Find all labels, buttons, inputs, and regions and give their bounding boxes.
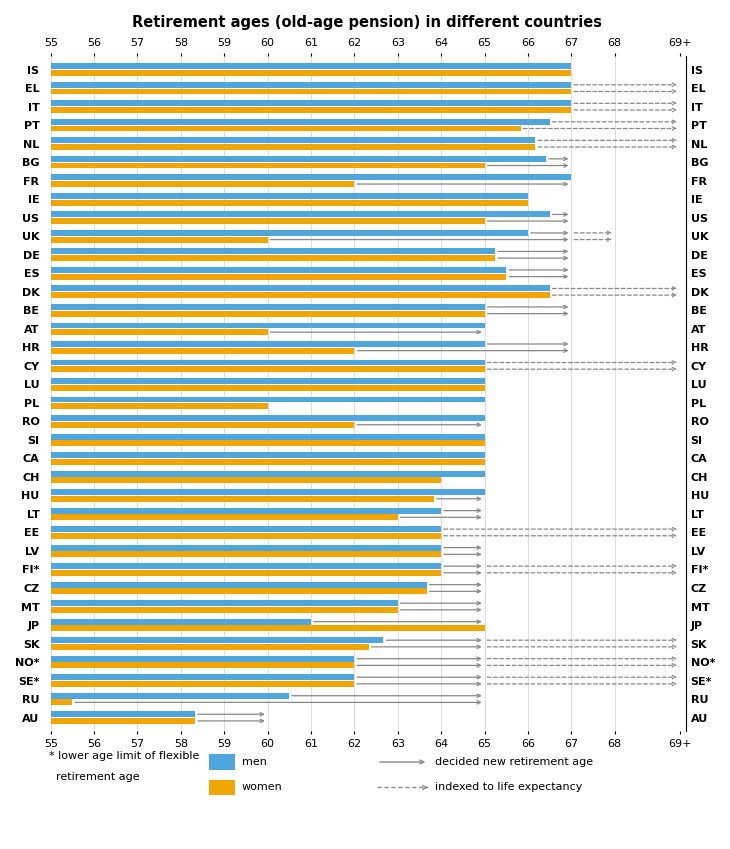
Bar [50, 619, 311, 625]
Bar [50, 533, 441, 539]
Bar [50, 718, 195, 724]
Text: * lower age limit of flexible: * lower age limit of flexible [48, 751, 199, 762]
Bar [50, 489, 485, 495]
Bar [50, 211, 550, 217]
Bar [50, 626, 485, 632]
Bar [50, 644, 369, 649]
Text: decided new retirement age: decided new retirement age [435, 757, 593, 767]
Bar [50, 162, 485, 168]
Text: indexed to life expectancy: indexed to life expectancy [435, 783, 583, 792]
Bar [50, 607, 398, 613]
Bar [50, 496, 434, 502]
Bar [50, 348, 354, 354]
Bar [50, 693, 289, 699]
Bar [50, 422, 354, 428]
Bar [50, 563, 441, 569]
Bar [50, 341, 485, 347]
Bar [50, 82, 572, 87]
Bar [50, 138, 535, 143]
Bar [50, 237, 268, 243]
Bar [50, 323, 485, 329]
Bar [50, 526, 441, 532]
Bar [50, 267, 507, 273]
Bar [50, 156, 546, 162]
Bar [50, 470, 485, 476]
Bar [50, 273, 507, 279]
Bar [50, 285, 550, 291]
Bar [50, 638, 383, 644]
Bar [50, 582, 427, 588]
Bar [50, 218, 485, 224]
Bar [50, 70, 572, 76]
Bar [50, 711, 195, 717]
Bar [50, 119, 550, 125]
Bar [50, 700, 72, 706]
Bar [50, 662, 354, 668]
Bar [50, 403, 268, 409]
Bar [50, 311, 485, 317]
Bar [50, 249, 496, 255]
Bar [50, 396, 485, 402]
Bar [50, 304, 485, 310]
Bar [50, 200, 528, 205]
Bar [50, 174, 572, 180]
Bar [50, 415, 485, 421]
Text: retirement age: retirement age [48, 773, 139, 783]
Bar [50, 292, 550, 298]
Title: Retirement ages (old-age pension) in different countries: Retirement ages (old-age pension) in dif… [132, 15, 602, 30]
Bar [50, 64, 572, 70]
Bar [50, 434, 485, 440]
Bar [50, 458, 485, 464]
Bar [50, 681, 354, 687]
Bar [50, 88, 572, 94]
Bar [50, 477, 441, 483]
Bar [50, 230, 528, 236]
Bar [50, 551, 441, 557]
Bar [50, 545, 441, 551]
Bar [50, 181, 354, 187]
Text: women: women [242, 783, 283, 792]
Bar [50, 193, 528, 199]
Bar [50, 453, 485, 458]
Bar [50, 570, 441, 576]
Bar [50, 514, 398, 520]
Bar [50, 100, 572, 106]
Bar [50, 508, 441, 514]
Bar [50, 256, 496, 261]
Bar [50, 600, 398, 606]
Bar [50, 359, 485, 365]
Bar [50, 107, 572, 113]
Bar [50, 144, 535, 150]
Bar [50, 441, 485, 447]
Bar [50, 378, 485, 384]
Text: men: men [242, 757, 267, 767]
Bar [50, 385, 485, 391]
Bar [50, 126, 520, 132]
Bar [50, 655, 354, 661]
Bar [50, 329, 268, 335]
Bar [50, 674, 354, 680]
Bar [50, 366, 485, 372]
Bar [50, 588, 427, 594]
